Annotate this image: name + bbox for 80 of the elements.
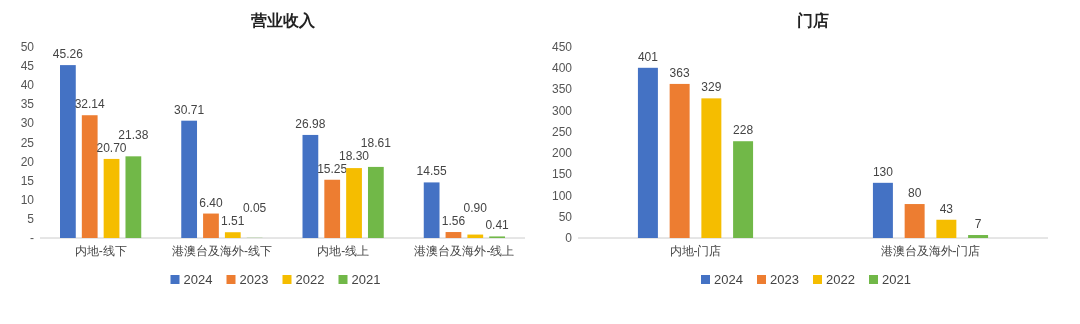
y-tick-label: - [30,231,34,245]
bar [733,141,754,238]
bar [637,67,658,238]
legend-label: 2024 [183,272,213,287]
chart-title: 营业收入 [249,12,316,29]
bar [346,168,362,238]
bar [125,156,142,238]
y-tick-label: 300 [551,103,573,118]
data-label: 401 [637,49,659,64]
data-label: 0.41 [485,218,510,233]
data-label: 228 [733,123,754,138]
y-tick-label: 450 [551,40,573,54]
data-label: 6.40 [199,195,223,210]
data-label: 14.55 [416,164,447,179]
y-tick-label: 40 [20,78,35,93]
chart-title: 门店 [797,11,829,29]
data-label: 30.71 [174,102,205,117]
bar [60,65,76,238]
legend-label: 2024 [714,272,743,287]
bar [181,120,198,238]
bar [103,158,120,238]
data-label: 363 [669,65,690,80]
data-label: 80 [907,186,922,201]
x-tick-label: 港澳台及海外-线下 [171,244,272,258]
x-tick-label: 内地-线下 [74,244,127,258]
y-tick-label: 25 [20,135,35,150]
bar [936,219,957,238]
data-label: 0.05 [242,201,267,216]
y-tick-label: 50 [20,40,35,54]
y-tick-label: 5 [27,211,35,226]
data-label: 329 [701,80,722,95]
bar [423,182,440,238]
bar [81,115,98,238]
legend-label: 2023 [770,272,799,287]
bar [445,232,462,238]
y-tick-label: 0 [565,231,573,245]
bar [367,166,384,238]
y-tick-label: 10 [20,192,35,207]
y-tick-label: 30 [20,116,35,131]
data-label: 45.26 [52,47,84,62]
y-tick-label: 400 [551,61,573,76]
bar [224,232,241,238]
y-tick-label: 45 [20,59,35,74]
data-label: 130 [872,164,894,179]
y-tick-label: 20 [20,154,35,169]
data-label: 1.56 [441,214,466,229]
bar [701,98,722,238]
y-tick-label: 35 [20,97,35,112]
x-tick-label: 港澳台及海外-门店 [880,244,981,258]
bar [324,179,341,238]
bar [669,83,690,238]
data-label: 21.38 [118,127,149,142]
data-label: 15.25 [317,161,348,176]
data-label: 7 [974,217,982,232]
x-tick-label: 港澳台及海外-线上 [414,244,515,258]
x-tick-label: 内地-门店 [669,244,722,258]
bar [968,235,989,238]
y-tick-label: 100 [551,188,573,203]
bar [872,182,893,238]
y-tick-label: 200 [551,146,573,161]
bar [904,204,925,238]
bar [203,213,219,238]
legend-label: 2021 [882,272,911,287]
data-label: 26.98 [295,116,326,131]
data-label: 43 [939,201,954,216]
data-label: 18.30 [339,148,370,163]
x-tick-label: 内地-线上 [317,244,370,258]
y-tick-label: 250 [551,124,573,139]
legend-label: 2021 [351,272,381,287]
legend-label: 2022 [826,272,855,287]
y-tick-label: 15 [20,173,35,188]
data-label: 1.51 [221,214,245,229]
legend-label: 2023 [239,272,269,287]
y-tick-label: 150 [551,167,573,182]
data-label: 18.61 [360,135,392,150]
y-tick-label: 50 [558,209,573,224]
y-tick-label: 350 [551,82,573,97]
legend-label: 2022 [295,272,325,287]
bar [302,134,319,238]
data-label: 0.90 [463,201,488,216]
